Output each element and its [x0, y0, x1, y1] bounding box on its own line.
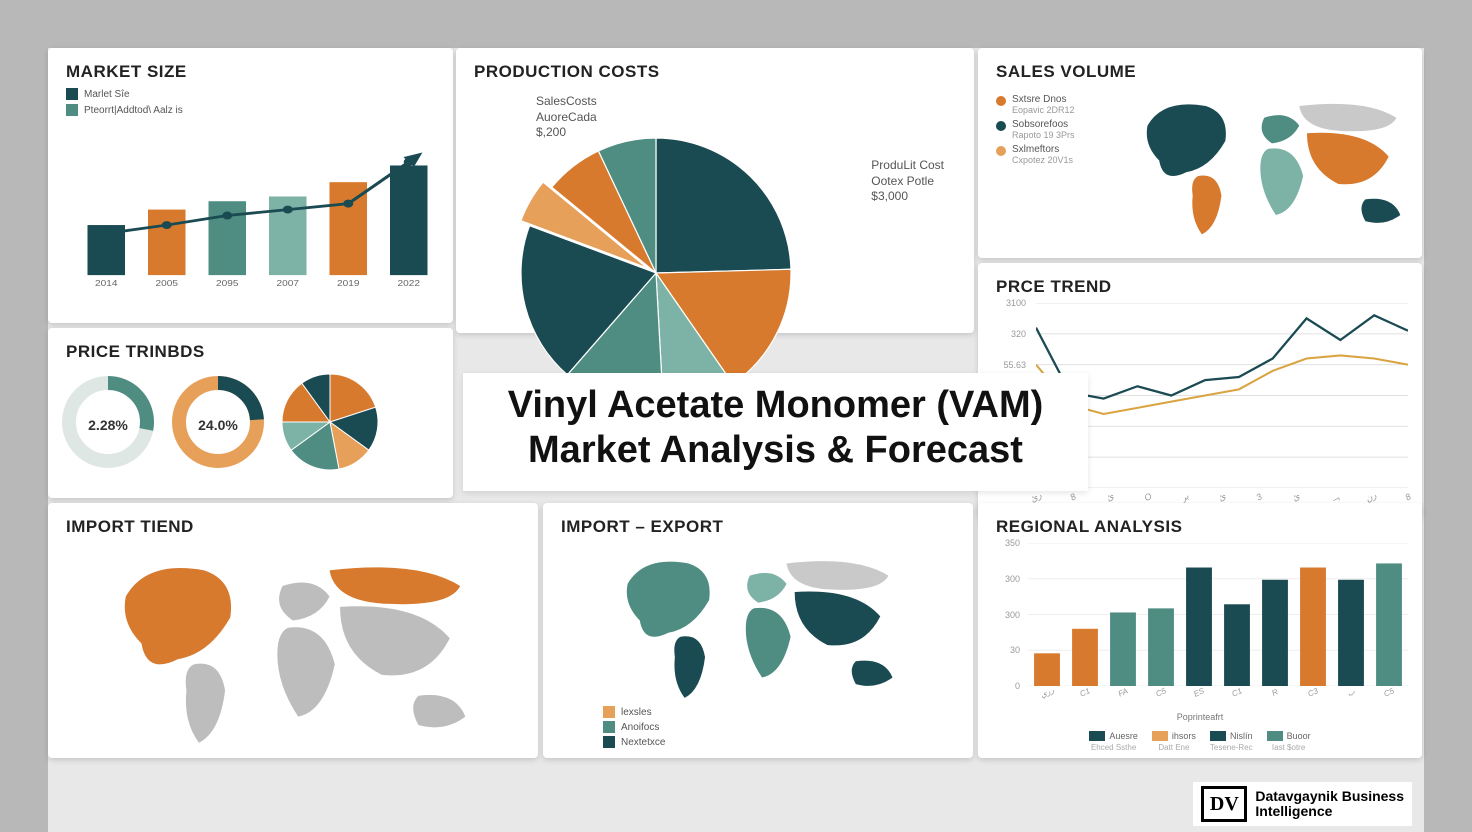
sales-volume-legend: Sxtsre DnosEopavic 2DR12SobsorefoosRapot… [996, 94, 1126, 165]
legend-label: Marlet Sîe [84, 89, 130, 100]
svg-text:2014: 2014 [95, 279, 117, 288]
brand-logo: DV [1201, 786, 1247, 822]
regional-xticks: رريC1FAC5ESC1RC3بC5 [1028, 688, 1408, 704]
card-import-trend: IMPORT TIEND [48, 503, 538, 758]
price-trends-donut-row: 2.28% 24.0% [62, 374, 439, 475]
import-export-legend: lexslesAnoifocsNextetxce [603, 706, 665, 748]
overlay-title: Vinyl Acetate Monomer (VAM) Market Analy… [463, 373, 1088, 491]
regional-footer-label: Poprinteafrt [978, 712, 1422, 722]
svg-text:2007: 2007 [277, 279, 299, 288]
card-production-costs: PRODUCTION COSTS SalesCostsAuoreCada$,20… [456, 48, 974, 333]
svg-text:2005: 2005 [156, 279, 178, 288]
svg-text:2022: 2022 [398, 279, 420, 288]
regional-title: REGIONAL ANALYSIS [996, 517, 1404, 537]
legend-swatch [66, 104, 78, 116]
market-size-legend: Marlet Sîe Pteorrt|Addtod\ Aalz is [66, 88, 435, 116]
import-trend-map [58, 539, 528, 748]
price-trend-title: PRCE TREND [996, 277, 1404, 297]
market-size-title: MARKET SIZE [66, 62, 435, 82]
regional-legend: AuesreEhced SstheihsorsDatt EneNislínTes… [992, 731, 1408, 752]
card-price-trends: PRICE TRINBDS 2.28% 24.0% [48, 328, 453, 498]
price-trends-title: PRICE TRINBDS [66, 342, 435, 362]
import-export-map [553, 539, 963, 702]
dashboard-canvas: MARKET SIZE Marlet Sîe Pteorrt|Addtod\ A… [48, 48, 1424, 832]
regional-chart [1028, 543, 1408, 686]
card-market-size: MARKET SIZE Marlet Sîe Pteorrt|Addtod\ A… [48, 48, 453, 323]
production-costs-right-label: ProduLit CostOotex Potle$3,000 [871, 158, 944, 205]
card-sales-volume: SALES VOLUME Sxtsre DnosEopavic 2DR12Sob… [978, 48, 1422, 258]
regional-yticks: 350300300300 [978, 543, 1024, 686]
price-trend-chart [1036, 303, 1408, 488]
brand-text: Datavgaynik Business Intelligence [1255, 789, 1404, 820]
legend-swatch [66, 88, 78, 100]
brand-badge: DV Datavgaynik Business Intelligence [1193, 782, 1412, 826]
import-trend-title: IMPORT TIEND [66, 517, 520, 537]
svg-text:2019: 2019 [337, 279, 359, 288]
import-export-title: IMPORT – EXPORT [561, 517, 955, 537]
card-import-export: IMPORT – EXPORT lexslesAnoifocsNextetxce [543, 503, 973, 758]
sales-volume-map [1132, 78, 1412, 243]
production-costs-title: PRODUCTION COSTS [474, 62, 956, 82]
legend-label: Pteorrt|Addtod\ Aalz is [84, 105, 183, 116]
svg-text:2095: 2095 [216, 279, 238, 288]
market-size-chart: 2014 2005 2095 2007 2019 2022 [76, 148, 439, 291]
card-regional-analysis: REGIONAL ANALYSIS 350300300300 رريC1FAC5… [978, 503, 1422, 758]
